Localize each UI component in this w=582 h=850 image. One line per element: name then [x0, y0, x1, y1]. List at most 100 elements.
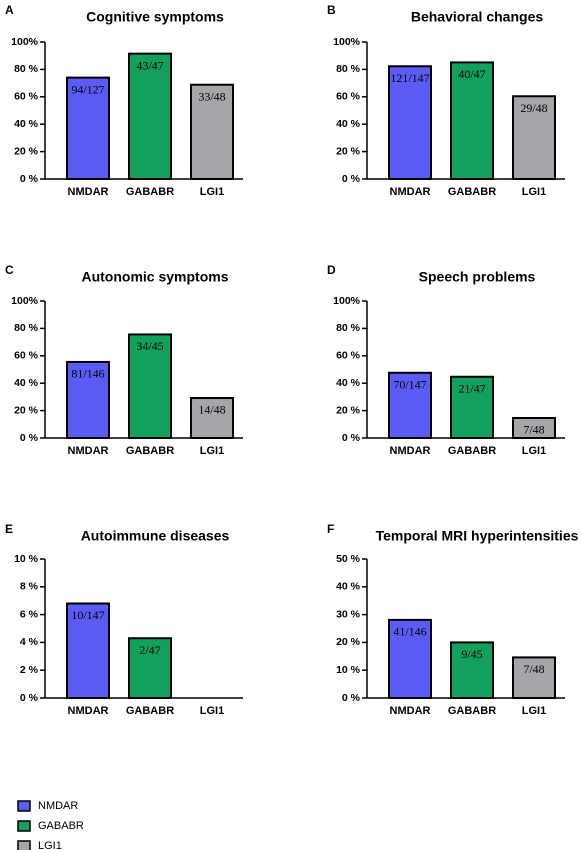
x-tick-label: NMDAR [390, 705, 431, 717]
y-tick-label: 20 % [14, 404, 39, 416]
x-tick-label: NMDAR [390, 186, 431, 198]
value-label: 43/47 [136, 58, 163, 72]
bar [512, 95, 556, 180]
x-tick-label: GABABR [126, 186, 174, 198]
legend-label: NMDAR [38, 800, 78, 812]
bar [66, 360, 110, 439]
panel-letter: D [327, 263, 336, 277]
panel-letter: A [5, 3, 14, 17]
legend-swatch [17, 800, 31, 812]
panel-letter: B [327, 3, 336, 17]
y-tick-label: 10 % [336, 664, 361, 676]
y-tick-label: 8 % [20, 581, 39, 593]
bar [190, 83, 234, 180]
y-tick-label: 60 % [14, 350, 39, 362]
y-tick-label: 60 % [336, 350, 361, 362]
x-tick-label: NMDAR [68, 445, 109, 457]
legend-label: LGI1 [38, 840, 62, 850]
chart-title: Autonomic symptoms [81, 269, 228, 285]
chart-title: Cognitive symptoms [86, 9, 224, 25]
value-label: 14/48 [198, 403, 225, 417]
value-label: 40/47 [458, 67, 485, 81]
y-tick-label: 0 % [20, 692, 39, 704]
x-tick-label: LGI1 [200, 445, 224, 457]
y-tick-label: 0 % [342, 692, 361, 704]
x-tick-label: GABABR [448, 705, 496, 717]
y-tick-label: 30 % [336, 608, 361, 620]
bar [450, 61, 494, 180]
value-label: 41/146 [393, 625, 426, 639]
y-tick-label: 50 % [336, 553, 361, 565]
value-label: 21/47 [458, 382, 485, 396]
value-label: 81/146 [71, 367, 104, 381]
bar [512, 656, 556, 699]
y-tick-label: 0 % [342, 173, 361, 185]
chart-title: Behavioral changes [411, 9, 543, 25]
y-tick-label: 20 % [336, 404, 361, 416]
value-label: 10/147 [71, 608, 104, 622]
bar [388, 618, 432, 700]
value-label: 121/147 [390, 71, 429, 85]
chart-title: Speech problems [419, 269, 536, 285]
chart-title: Temporal MRI hyperintensities [376, 528, 579, 544]
value-label: 34/45 [136, 339, 163, 353]
panel-letter: C [5, 263, 14, 277]
value-label: 94/127 [71, 82, 104, 96]
y-tick-label: 100% [11, 36, 39, 48]
y-tick-label: 80 % [14, 322, 39, 334]
x-tick-label: NMDAR [68, 705, 109, 717]
bar [450, 375, 494, 439]
bar [388, 371, 432, 439]
x-tick-label: NMDAR [68, 186, 109, 198]
value-label: 9/45 [461, 647, 482, 661]
y-tick-label: 40 % [336, 118, 361, 130]
legend-swatch [17, 820, 31, 832]
y-tick-label: 20 % [14, 145, 39, 157]
bar [128, 637, 172, 699]
value-label: 33/48 [198, 89, 225, 103]
x-tick-label: GABABR [126, 705, 174, 717]
bar [388, 65, 432, 180]
panel-letter: F [327, 522, 334, 536]
x-tick-label: GABABR [448, 445, 496, 457]
y-tick-label: 60 % [14, 91, 39, 103]
y-tick-label: 0 % [20, 173, 39, 185]
x-tick-label: LGI1 [522, 705, 546, 717]
y-tick-label: 10 % [14, 553, 39, 565]
x-tick-label: LGI1 [522, 186, 546, 198]
bar [128, 52, 172, 181]
y-tick-label: 0 % [20, 432, 39, 444]
x-tick-label: LGI1 [522, 445, 546, 457]
panel-letter: E [5, 522, 13, 536]
y-tick-label: 40 % [336, 581, 361, 593]
bar [190, 396, 234, 440]
y-tick-label: 80 % [336, 63, 361, 75]
legend-swatch [17, 840, 31, 850]
y-tick-label: 20 % [336, 636, 361, 648]
x-tick-label: LGI1 [200, 186, 224, 198]
y-tick-label: 100% [333, 295, 361, 307]
y-tick-label: 6 % [20, 608, 39, 620]
bar [66, 602, 110, 699]
y-tick-label: 40 % [14, 377, 39, 389]
value-label: 7/48 [523, 662, 544, 676]
x-tick-label: NMDAR [390, 445, 431, 457]
y-tick-label: 100% [11, 295, 39, 307]
value-label: 7/48 [523, 423, 544, 437]
value-label: 29/48 [520, 101, 547, 115]
y-tick-label: 80 % [14, 63, 39, 75]
y-tick-label: 80 % [336, 322, 361, 334]
y-tick-label: 40 % [14, 118, 39, 130]
y-tick-label: 40 % [336, 377, 361, 389]
y-tick-label: 0 % [342, 432, 361, 444]
x-tick-label: GABABR [448, 186, 496, 198]
y-tick-label: 4 % [20, 636, 39, 648]
y-tick-label: 20 % [336, 145, 361, 157]
value-label: 70/147 [393, 378, 426, 392]
y-tick-label: 2 % [20, 664, 39, 676]
value-label: 2/47 [139, 643, 160, 657]
legend-label: GABABR [38, 820, 84, 832]
y-tick-label: 60 % [336, 91, 361, 103]
x-tick-label: GABABR [126, 445, 174, 457]
